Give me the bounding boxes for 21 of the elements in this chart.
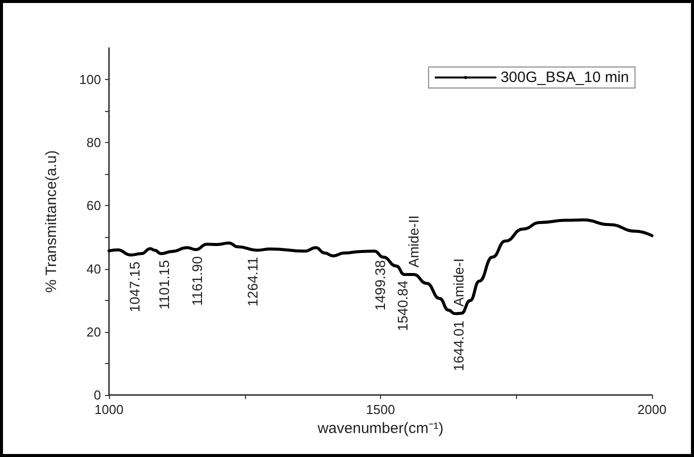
y-tick-label: 60 — [86, 198, 101, 214]
x-axis-title: wavenumber(cm⁻¹) — [316, 420, 444, 437]
annotation: 1540.84 — [394, 280, 411, 332]
annotation: 1047.15 — [126, 261, 143, 312]
x-tick-label: 1000 — [94, 402, 124, 417]
annotation: Amide-II — [406, 215, 422, 268]
x-tick-label: 2000 — [638, 402, 666, 417]
y-tick-label: 40 — [86, 261, 101, 276]
annotation: 1499.38 — [372, 260, 388, 311]
y-tick-label: 100 — [79, 72, 101, 88]
y-tick-label: 0 — [94, 388, 101, 402]
annotation: 1101.15 — [156, 260, 172, 310]
legend-label: 300G_BSA_10 min — [500, 69, 630, 86]
annotation: 1644.01 — [450, 320, 467, 372]
annotation: 1264.11 — [244, 256, 260, 306]
annotation: Amide-I — [450, 258, 467, 307]
y-tick-label: 20 — [86, 324, 101, 340]
x-tick-label: 1500 — [366, 402, 395, 417]
y-axis-title: % Transmittance(a.u) — [43, 150, 60, 293]
y-tick-label: 80 — [86, 135, 101, 150]
annotation: 1161.90 — [188, 256, 205, 306]
